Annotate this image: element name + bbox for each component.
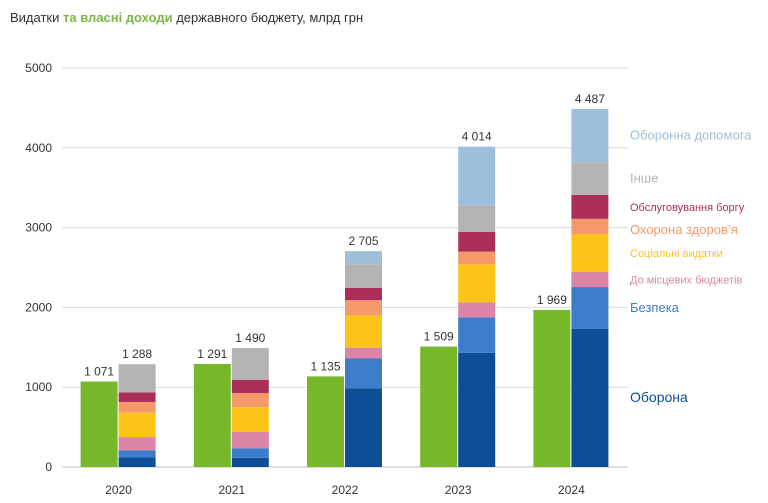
chart-title-highlight: та власні доходи xyxy=(62,10,173,25)
y-tick-label: 2000 xyxy=(25,300,52,314)
x-tick-label: 2024 xyxy=(558,483,585,497)
revenue-bar xyxy=(193,363,231,467)
revenue-value-label: 1 071 xyxy=(84,365,114,379)
expenditure-segment xyxy=(345,251,382,265)
expenditure-segment xyxy=(231,393,269,408)
expenditure-segment xyxy=(118,437,156,451)
x-tick-label: 2020 xyxy=(105,483,132,497)
expenditure-segment xyxy=(118,412,156,438)
expenditure-segment xyxy=(118,392,156,402)
expenditure-segment xyxy=(571,271,609,288)
revenue-bar xyxy=(80,381,118,467)
expenditure-segment xyxy=(118,401,156,413)
legend-label: Охорона здоров’я xyxy=(630,222,738,237)
expenditure-segment xyxy=(231,407,269,432)
revenue-value-label: 1 291 xyxy=(197,347,227,361)
expenditure-segment xyxy=(571,234,609,272)
expenditure-segment xyxy=(571,218,609,235)
expenditure-segment xyxy=(571,108,609,163)
revenue-value-label: 1 135 xyxy=(310,359,340,373)
expenditure-segment xyxy=(231,348,269,381)
x-tick-label: 2023 xyxy=(445,483,472,497)
expenditure-segment xyxy=(345,388,382,467)
y-tick-label: 4000 xyxy=(25,141,52,155)
expenditure-segment xyxy=(345,287,382,301)
expenditure-segment xyxy=(345,315,382,348)
y-tick-label: 0 xyxy=(45,460,52,474)
chart-title: Видатки та власні доходи державного бюдж… xyxy=(10,10,363,25)
legend-label: Обслуговування боргу xyxy=(630,202,745,214)
revenue-value-label: 1 969 xyxy=(537,293,567,307)
x-tick-label: 2022 xyxy=(332,483,359,497)
legend-label: Соціальні видатки xyxy=(630,248,723,260)
expenditure-segment xyxy=(118,450,156,458)
legend-label: Інше xyxy=(630,171,658,186)
legend-label: До місцевих бюджетів xyxy=(630,274,742,286)
legend-label: Безпека xyxy=(630,300,680,315)
x-tick-label: 2021 xyxy=(218,483,245,497)
expenditure-segment xyxy=(118,457,156,467)
revenue-bar xyxy=(420,346,458,467)
legend-label: Оборона xyxy=(630,389,688,405)
expenditure-segment xyxy=(231,431,269,449)
expenditure-segment xyxy=(571,162,609,195)
expenditure-segment xyxy=(458,352,496,467)
expenditure-total-label: 4 487 xyxy=(575,92,605,106)
expenditure-segment xyxy=(345,300,382,316)
expenditure-total-label: 2 705 xyxy=(348,234,378,248)
y-tick-label: 3000 xyxy=(25,221,52,235)
expenditure-segment xyxy=(458,317,496,353)
expenditure-segment xyxy=(345,347,382,359)
expenditure-segment xyxy=(571,287,609,329)
expenditure-total-label: 1 490 xyxy=(235,331,265,345)
expenditure-segment xyxy=(571,194,609,219)
revenue-bar xyxy=(307,376,344,467)
expenditure-segment xyxy=(231,457,269,467)
expenditure-segment xyxy=(345,264,382,288)
expenditure-segment xyxy=(345,358,382,389)
y-tick-label: 1000 xyxy=(25,380,52,394)
legend-label: Оборонна допомога xyxy=(630,128,752,143)
chart-title-part-2: державного бюджету, млрд грн xyxy=(172,10,364,25)
chart-title-part-1: Видатки xyxy=(10,10,63,25)
expenditure-segment xyxy=(118,364,156,393)
expenditure-segment xyxy=(458,264,496,303)
expenditure-total-label: 1 288 xyxy=(122,347,152,361)
revenue-bar xyxy=(533,309,571,467)
expenditure-segment xyxy=(571,328,609,467)
y-tick-label: 5000 xyxy=(25,61,52,75)
expenditure-segment xyxy=(458,251,496,265)
expenditure-segment xyxy=(231,448,269,458)
expenditure-segment xyxy=(231,380,269,394)
expenditure-total-label: 4 014 xyxy=(462,130,492,144)
expenditure-segment xyxy=(458,205,496,232)
revenue-value-label: 1 509 xyxy=(424,330,454,344)
expenditure-segment xyxy=(458,302,496,318)
expenditure-segment xyxy=(458,146,496,206)
expenditure-segment xyxy=(458,231,496,252)
